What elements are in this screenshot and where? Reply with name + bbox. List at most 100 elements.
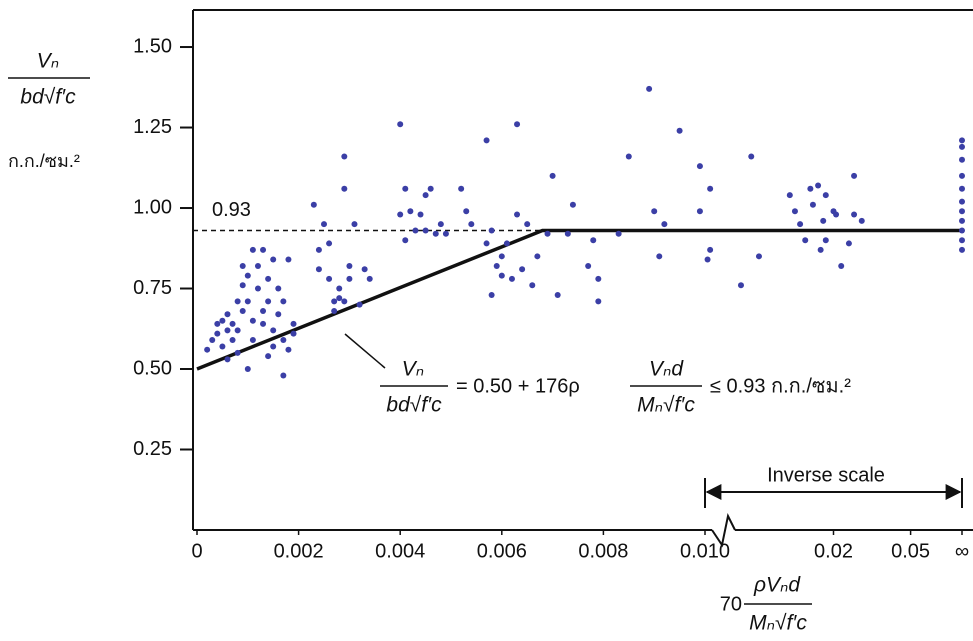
data-point xyxy=(249,317,256,324)
data-point xyxy=(341,185,348,192)
data-point xyxy=(524,221,531,228)
data-point xyxy=(858,217,865,224)
data-point xyxy=(585,262,592,269)
x-tick-label: 0.010 xyxy=(680,540,730,562)
data-point xyxy=(959,198,965,205)
data-point xyxy=(676,127,683,134)
data-point xyxy=(290,320,297,327)
y-label-numerator: Vₙ xyxy=(37,50,59,73)
data-point xyxy=(310,201,317,208)
y-tick-label: 0.75 xyxy=(133,277,172,299)
data-point xyxy=(590,237,597,244)
data-point xyxy=(280,337,287,344)
data-point xyxy=(651,208,658,215)
data-point xyxy=(707,185,714,192)
data-point xyxy=(346,275,353,282)
data-point xyxy=(249,246,256,253)
x-tick-label: 0.004 xyxy=(375,540,425,562)
x-tick-label: 0.006 xyxy=(477,540,527,562)
data-point xyxy=(564,230,571,237)
data-point xyxy=(397,211,404,218)
data-point xyxy=(326,275,333,282)
data-point xyxy=(254,285,261,292)
data-point xyxy=(290,330,297,337)
data-point xyxy=(468,221,475,228)
x-tick-label: ∞ xyxy=(955,540,969,562)
y-tick-label: 0.25 xyxy=(133,438,172,460)
data-point xyxy=(549,172,556,179)
data-point xyxy=(569,201,576,208)
data-point xyxy=(422,227,429,234)
data-point xyxy=(224,311,231,318)
data-point xyxy=(959,172,965,179)
data-point xyxy=(959,185,965,192)
y-label-denominator: bd√f′c xyxy=(20,86,76,109)
data-point xyxy=(270,343,277,350)
data-point xyxy=(234,298,241,305)
data-point xyxy=(249,337,256,344)
data-point xyxy=(646,85,653,92)
data-point xyxy=(463,208,470,215)
data-point xyxy=(341,298,348,305)
data-point xyxy=(851,172,858,179)
leader-line xyxy=(344,333,386,369)
x-tick-label: 0.02 xyxy=(814,540,853,562)
data-point xyxy=(270,327,277,334)
data-point xyxy=(544,230,551,237)
y-tick-label: 1.25 xyxy=(133,116,172,138)
data-point xyxy=(519,266,526,273)
data-point xyxy=(402,237,409,244)
data-point xyxy=(959,217,965,224)
data-point xyxy=(625,153,632,160)
x-axis xyxy=(193,512,973,548)
data-point xyxy=(341,153,348,160)
data-point xyxy=(595,298,602,305)
data-point xyxy=(331,308,338,315)
data-point xyxy=(959,137,965,144)
x-label-denominator: Mₙ√f′c xyxy=(749,612,807,635)
data-point xyxy=(402,185,409,192)
data-point xyxy=(807,185,814,192)
data-point xyxy=(244,272,251,279)
data-point xyxy=(809,201,816,208)
data-point xyxy=(209,337,216,344)
data-point xyxy=(656,253,663,260)
data-point xyxy=(820,217,827,224)
data-point xyxy=(265,353,272,360)
data-point xyxy=(229,337,236,344)
data-point xyxy=(817,246,824,253)
data-point xyxy=(336,295,343,302)
data-point xyxy=(285,346,292,353)
data-point xyxy=(265,275,272,282)
x-tick-label: 0.05 xyxy=(891,540,930,562)
data-point xyxy=(442,230,449,237)
data-point xyxy=(534,253,541,260)
data-point xyxy=(366,275,373,282)
data-point xyxy=(483,240,490,247)
eq-middle: = 0.50 + 176ρ xyxy=(456,375,580,397)
data-point xyxy=(239,282,246,289)
data-point xyxy=(315,266,322,273)
data-point xyxy=(214,330,221,337)
data-point xyxy=(508,275,515,282)
data-point xyxy=(458,185,465,192)
data-point xyxy=(219,343,226,350)
data-point xyxy=(270,256,277,263)
design-line xyxy=(196,228,705,371)
data-point xyxy=(397,121,404,128)
data-point xyxy=(483,137,490,144)
data-point xyxy=(595,275,602,282)
data-point xyxy=(407,208,414,215)
data-point xyxy=(219,317,226,324)
data-point xyxy=(260,320,267,327)
x-label-coefficient: 70 xyxy=(720,593,742,615)
data-point xyxy=(356,301,363,308)
data-point xyxy=(959,227,965,234)
data-point xyxy=(822,192,829,199)
x-tick-label: 0.008 xyxy=(578,540,628,562)
data-point xyxy=(959,143,965,150)
data-point xyxy=(514,121,521,128)
data-point xyxy=(260,246,267,253)
data-point xyxy=(696,208,703,215)
